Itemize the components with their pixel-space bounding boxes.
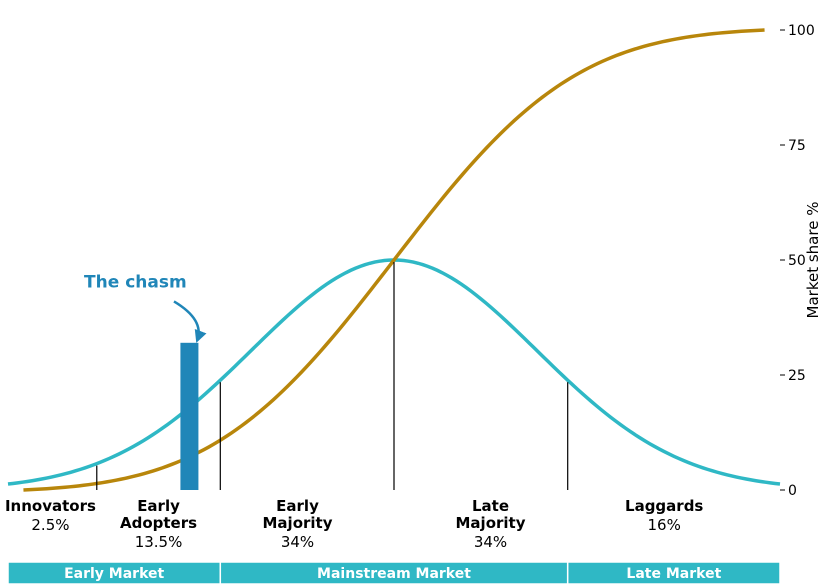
y2-tick-label: 0	[788, 483, 797, 499]
segment-label: Adopters	[120, 514, 197, 532]
chasm-arrow	[174, 301, 199, 340]
y2-tick-label: 100	[788, 23, 815, 39]
y2-tick-label: 25	[788, 368, 806, 384]
segment-label: Laggards	[625, 497, 703, 515]
market-band-label: Late Market	[626, 566, 721, 582]
segment-label: Late	[472, 497, 509, 515]
segment-label: Majority	[263, 514, 333, 532]
segment-percent: 2.5%	[31, 516, 69, 534]
segment-label: Majority	[456, 514, 526, 532]
segment-label: Early	[137, 497, 180, 515]
segment-label: Innovators	[5, 497, 96, 515]
y2-axis-label: Market share %	[804, 202, 820, 319]
segment-percent: 34%	[281, 533, 314, 551]
segment-label: Early	[276, 497, 319, 515]
market-band-label: Mainstream Market	[317, 566, 471, 582]
segment-percent: 34%	[474, 533, 507, 551]
chasm-label: The chasm	[84, 273, 187, 293]
market-band-label: Early Market	[64, 566, 164, 582]
segment-percent: 13.5%	[135, 533, 183, 551]
adoption-curve-chart: 0255075100Market share %The chasmInnovat…	[0, 0, 820, 584]
chasm-bar	[180, 343, 198, 490]
y2-tick-label: 75	[788, 138, 806, 154]
segment-percent: 16%	[648, 516, 681, 534]
